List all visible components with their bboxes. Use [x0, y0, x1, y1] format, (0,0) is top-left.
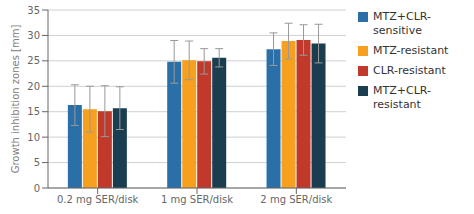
html-text:resistant: resistant	[373, 98, 421, 111]
svg-text:20: 20	[27, 81, 40, 92]
html-text:sensitive: sensitive	[373, 24, 422, 37]
svg-text:25: 25	[27, 55, 40, 66]
html-text:MTZ+CLR-: MTZ+CLR-	[373, 10, 431, 23]
svg-text:35: 35	[27, 5, 40, 16]
html-text:CLR-resistant: CLR-resistant	[373, 64, 446, 77]
svg-text:1 mg SER/disk: 1 mg SER/disk	[161, 194, 233, 205]
svg-text:15: 15	[27, 106, 40, 117]
html-text:MTZ-resistant: MTZ-resistant	[373, 44, 449, 57]
svg-text:30: 30	[27, 30, 40, 41]
html-text:MTZ+CLR-: MTZ+CLR-	[373, 84, 431, 97]
svg-text:Growth inhibition zones [mm]: Growth inhibition zones [mm]	[10, 25, 21, 174]
svg-text:0: 0	[34, 183, 40, 194]
svg-text:0.2 mg SER/disk: 0.2 mg SER/disk	[57, 194, 139, 205]
svg-text:2 mg SER/disk: 2 mg SER/disk	[260, 194, 332, 205]
svg-text:5: 5	[34, 157, 40, 168]
svg-text:10: 10	[27, 132, 40, 143]
